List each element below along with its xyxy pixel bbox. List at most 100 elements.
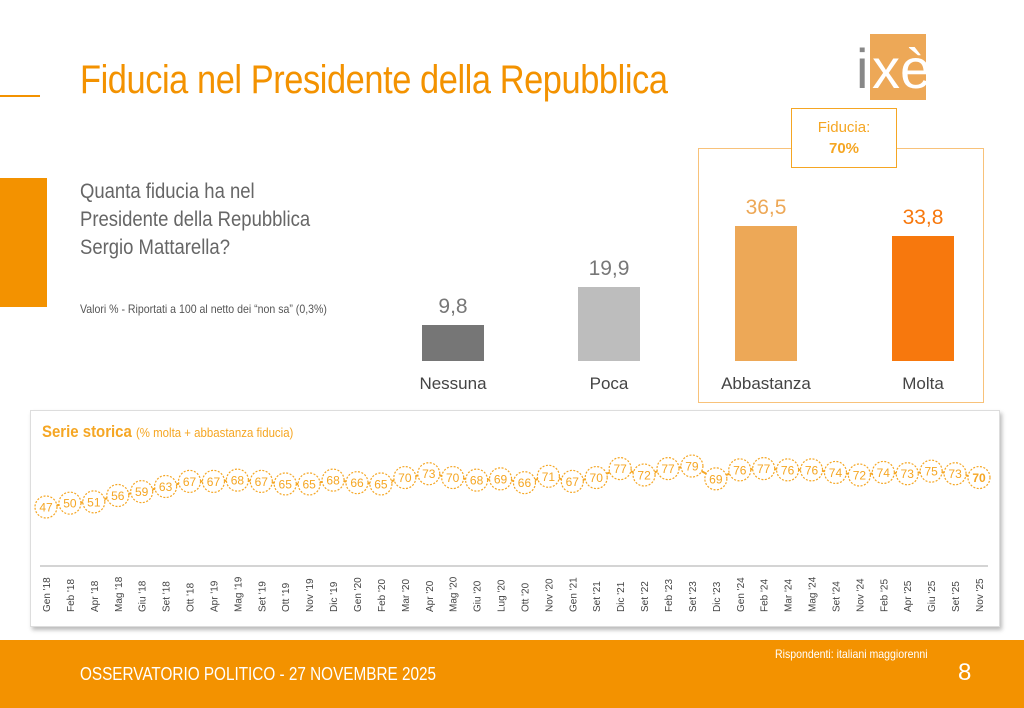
fiducia-box: Fiducia: 70% xyxy=(791,108,897,168)
data-point xyxy=(943,462,967,486)
data-point xyxy=(106,483,130,508)
data-label: 77 xyxy=(613,462,627,476)
data-label: 70 xyxy=(398,471,412,485)
data-point xyxy=(823,460,848,485)
data-label: 65 xyxy=(302,477,316,491)
data-label: 72 xyxy=(637,469,651,483)
x-tick-label: Set '21 xyxy=(592,581,603,612)
data-point xyxy=(441,465,465,490)
data-point xyxy=(584,465,608,490)
x-tick-label: Apr '19 xyxy=(209,580,220,612)
data-label: 70 xyxy=(972,471,986,485)
x-tick-label: Feb '18 xyxy=(66,579,77,612)
bar-value-label: 9,8 xyxy=(438,294,468,318)
bar-category-label: Abbastanza xyxy=(721,374,811,393)
data-point xyxy=(154,474,178,499)
x-tick-label: Feb '20 xyxy=(377,579,388,612)
series-line xyxy=(45,465,980,508)
data-label: 67 xyxy=(207,475,221,489)
data-label: 65 xyxy=(279,477,293,491)
series-chart: 47 Gen '18 50 Feb '18 51 Apr '18 56 Mag '18 59 Gi… xyxy=(34,454,991,612)
data-label: 73 xyxy=(948,467,962,481)
data-label: 69 xyxy=(494,472,508,486)
data-label: 70 xyxy=(446,471,460,485)
series-panel xyxy=(30,410,1000,627)
bar-value-label: 33,8 xyxy=(902,205,944,229)
x-tick-label: Mag '19 xyxy=(233,576,244,612)
ixe-logo: i xè xyxy=(856,34,931,100)
x-tick-label: Set '25 xyxy=(951,581,962,612)
data-point xyxy=(273,472,297,496)
x-tick-label: Mar '24 xyxy=(784,579,795,612)
data-label: 66 xyxy=(518,476,532,490)
data-point xyxy=(799,458,824,482)
data-point xyxy=(536,464,560,488)
svg-text:xè: xè xyxy=(872,37,926,100)
bar-category-label: Molta xyxy=(902,374,944,393)
data-label: 68 xyxy=(326,474,340,488)
x-tick-label: Feb '25 xyxy=(879,579,890,612)
question-text: Quanta fiducia ha nel Presidente della R… xyxy=(80,178,310,262)
data-label: 73 xyxy=(422,467,436,481)
series-title: Serie storica (% molta + abbastanza fidu… xyxy=(42,422,293,442)
x-tick-label: Ott '20 xyxy=(520,582,531,612)
data-point xyxy=(225,468,249,492)
x-tick-label: Gen '20 xyxy=(353,577,364,612)
values-note: Valori % - Riportati a 100 al netto dei … xyxy=(80,302,327,316)
bar-value-label: 19,9 xyxy=(588,257,630,281)
data-label: 76 xyxy=(781,463,795,477)
x-tick-label: Apr '18 xyxy=(90,580,101,612)
x-tick-label: Mag '18 xyxy=(114,576,125,612)
data-point xyxy=(34,495,58,519)
data-point xyxy=(871,460,895,485)
x-tick-label: Gen '18 xyxy=(42,577,53,612)
data-label: 69 xyxy=(709,472,723,486)
bar-poca xyxy=(578,287,640,361)
data-point xyxy=(967,465,991,490)
x-tick-label: Nov '20 xyxy=(544,578,555,612)
respondents-note: Rispondenti: italiani maggiorenni xyxy=(775,647,928,661)
x-tick-label: Ott '18 xyxy=(186,582,197,612)
data-label: 63 xyxy=(159,480,173,494)
data-label: 75 xyxy=(924,465,938,479)
x-tick-label: Set '18 xyxy=(162,581,173,612)
x-tick-label: Giu '18 xyxy=(138,580,149,612)
x-tick-label: Dic '21 xyxy=(616,581,627,612)
data-label: 74 xyxy=(877,466,891,480)
data-point xyxy=(704,467,728,491)
data-point xyxy=(752,457,776,481)
data-point xyxy=(369,472,393,496)
data-label: 77 xyxy=(757,462,771,476)
x-tick-label: Nov '24 xyxy=(855,578,866,612)
data-label: 65 xyxy=(374,477,388,491)
data-label: 67 xyxy=(566,475,580,489)
data-label: 68 xyxy=(470,474,484,488)
question-line: Sergio Mattarella? xyxy=(80,236,230,259)
x-tick-label: Set '19 xyxy=(257,581,268,612)
x-tick-label: Set '24 xyxy=(831,581,842,612)
x-tick-label: Mag '24 xyxy=(808,576,819,612)
data-point xyxy=(488,467,513,491)
data-label: 47 xyxy=(39,501,53,515)
data-point xyxy=(919,459,943,483)
data-point xyxy=(82,490,106,514)
bar-nessuna xyxy=(422,324,484,361)
title-divider xyxy=(0,95,40,97)
data-point xyxy=(249,469,273,493)
data-point xyxy=(130,480,154,504)
x-tick-label: Mar '20 xyxy=(401,579,412,612)
data-label: 51 xyxy=(87,495,101,509)
side-accent xyxy=(0,178,47,307)
data-point xyxy=(608,457,632,481)
data-label: 77 xyxy=(661,462,675,476)
data-label: 67 xyxy=(255,475,269,489)
bar-category-label: Poca xyxy=(589,374,629,393)
fiducia-label: Fiducia: xyxy=(817,119,871,136)
bar-category-label: Nessuna xyxy=(419,374,487,393)
data-point xyxy=(417,462,441,486)
x-tick-label: Nov '25 xyxy=(975,578,986,612)
question-line: Presidente della Repubblica xyxy=(80,208,311,231)
data-point xyxy=(512,471,537,495)
page-title: Fiducia nel Presidente della Repubblica xyxy=(80,58,668,102)
x-tick-label: Feb '23 xyxy=(664,579,675,612)
